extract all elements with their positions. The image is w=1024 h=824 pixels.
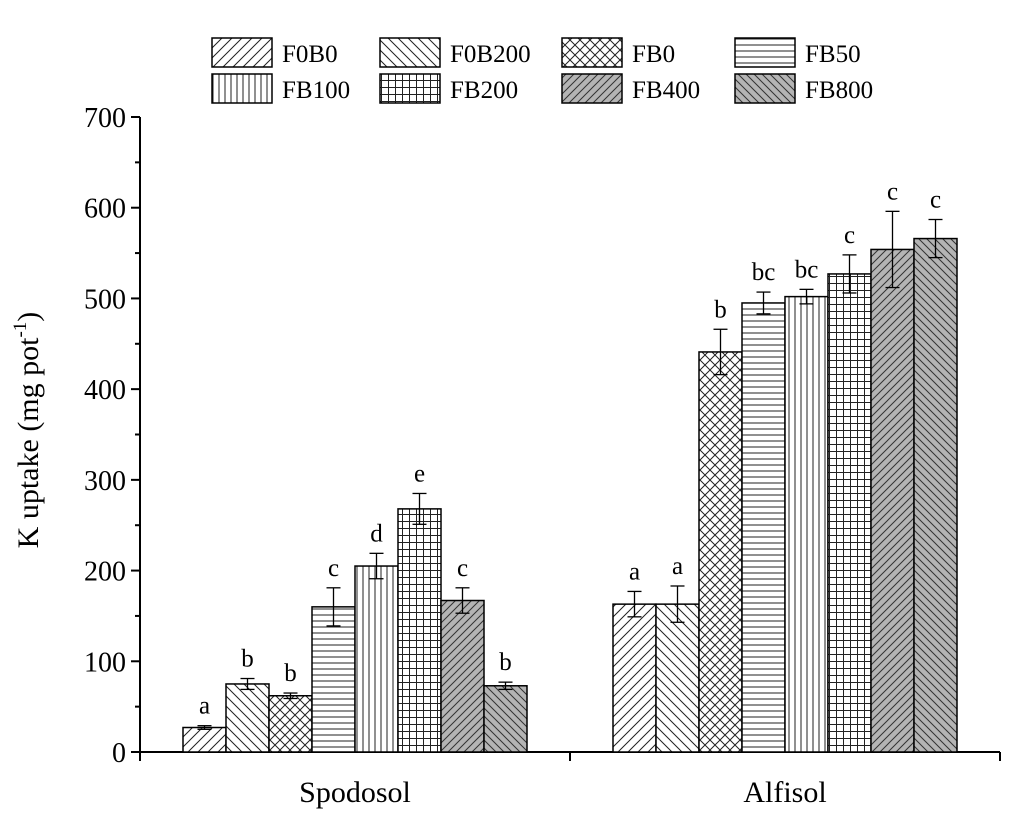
bar: [870, 248, 915, 753]
bar: [612, 603, 657, 753]
legend-label: FB800: [805, 77, 873, 104]
x-axis: Spodosol Alfisol: [139, 751, 1001, 809]
legend-label: FB50: [805, 41, 861, 68]
significance-label: a: [199, 693, 210, 720]
legend-swatch: [211, 37, 273, 68]
legend-label: FB200: [450, 77, 518, 104]
bar: [182, 726, 227, 753]
bar: [741, 302, 786, 753]
y-tick-label: 500: [84, 284, 126, 315]
significance-label: b: [714, 296, 727, 323]
y-tick-label: 200: [84, 557, 126, 588]
legend-swatch: [211, 73, 273, 104]
legend-swatch: [379, 37, 441, 68]
bar: [225, 683, 270, 753]
significance-label: a: [672, 553, 683, 580]
significance-label: a: [629, 558, 640, 585]
y-tick-label: 100: [84, 647, 126, 678]
significance-label: bc: [795, 256, 819, 283]
bar: [440, 599, 485, 753]
legend-label: F0B0: [282, 41, 338, 68]
legend-label: F0B200: [450, 41, 531, 68]
y-tick-label: 300: [84, 466, 126, 497]
bar: [698, 351, 743, 753]
significance-label: b: [284, 660, 297, 687]
legend-swatch: [734, 37, 796, 68]
legend-label: FB400: [632, 77, 700, 104]
y-tick-label: 600: [84, 194, 126, 225]
legend-swatch: [379, 73, 441, 104]
significance-label: b: [241, 646, 254, 673]
significance-label: d: [370, 520, 383, 547]
chart-legend: F0B0 F0B200 FB0 FB50 FB100 FB200 FB400 FB800: [211, 37, 873, 104]
bar: [913, 237, 958, 753]
bar: [354, 565, 399, 753]
significance-label: c: [457, 555, 468, 582]
legend-label: FB0: [632, 41, 675, 68]
significance-label: b: [499, 649, 512, 676]
bar: [784, 295, 829, 753]
significance-label: c: [328, 555, 339, 582]
bar: [311, 606, 356, 753]
bar: [483, 685, 528, 753]
y-tick-label: 400: [84, 375, 126, 406]
bar: [268, 695, 313, 753]
significance-label: c: [930, 187, 941, 214]
significance-label: e: [414, 460, 425, 487]
legend-label: FB100: [282, 77, 350, 104]
legend-swatch: [561, 73, 623, 104]
bar: [397, 508, 442, 753]
x-category-label: Spodosol: [299, 776, 411, 809]
x-category-label: Alfisol: [743, 776, 826, 809]
significance-label: bc: [752, 259, 776, 286]
y-tick-label: 0: [112, 738, 126, 769]
y-axis-title: K uptake (mg pot-1): [10, 312, 45, 549]
legend-swatch: [561, 37, 623, 68]
y-axis: 0 100 200 300 400 500 600 700: [84, 103, 141, 769]
y-tick-label: 700: [84, 103, 126, 134]
bar: [655, 603, 700, 753]
legend-swatch: [734, 73, 796, 104]
significance-label: c: [887, 178, 898, 205]
significance-label: c: [844, 222, 855, 249]
bar: [827, 273, 872, 753]
